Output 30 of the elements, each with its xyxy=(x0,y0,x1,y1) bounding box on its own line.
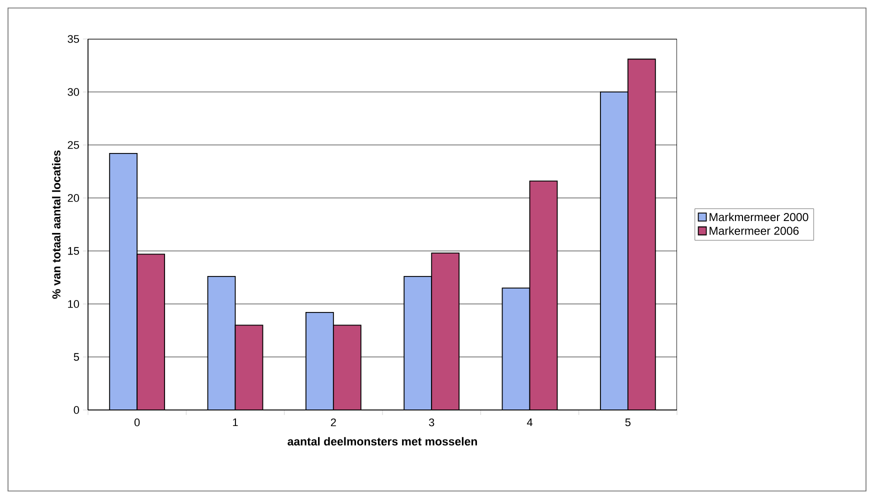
y-tick-label: 35 xyxy=(68,35,80,43)
bar xyxy=(137,254,165,410)
bar xyxy=(530,181,558,410)
bar xyxy=(235,325,263,410)
y-tick-label: 25 xyxy=(68,141,80,149)
x-tick-label: 5 xyxy=(625,418,630,426)
x-tick-label: 0 xyxy=(134,418,140,426)
bar xyxy=(600,92,628,410)
y-tick-label: 10 xyxy=(68,300,80,308)
bar xyxy=(306,312,334,410)
legend-label: Markmermeer 2000 xyxy=(710,212,808,222)
bar xyxy=(432,253,460,410)
y-tick-label: 20 xyxy=(68,194,80,202)
bar xyxy=(110,153,138,410)
y-tick-label: 5 xyxy=(74,353,80,361)
y-tick-label: 30 xyxy=(68,88,80,96)
bar xyxy=(333,325,361,410)
x-tick-label: 4 xyxy=(526,418,532,426)
y-tick-label: 15 xyxy=(68,247,80,255)
x-axis-title: aantal deelmonsters met mosselen xyxy=(288,437,477,446)
y-axis-title: % van totaal aantal locaties xyxy=(52,150,60,299)
bar xyxy=(208,276,236,410)
bar xyxy=(627,58,656,410)
bar xyxy=(502,288,530,410)
bar xyxy=(404,276,432,410)
x-tick-label: 3 xyxy=(428,418,434,426)
x-tick-label: 2 xyxy=(330,418,336,426)
x-tick-label: 1 xyxy=(233,418,238,426)
legend-label: Markermeer 2006 xyxy=(710,226,799,235)
y-tick-label: 0 xyxy=(74,406,80,414)
